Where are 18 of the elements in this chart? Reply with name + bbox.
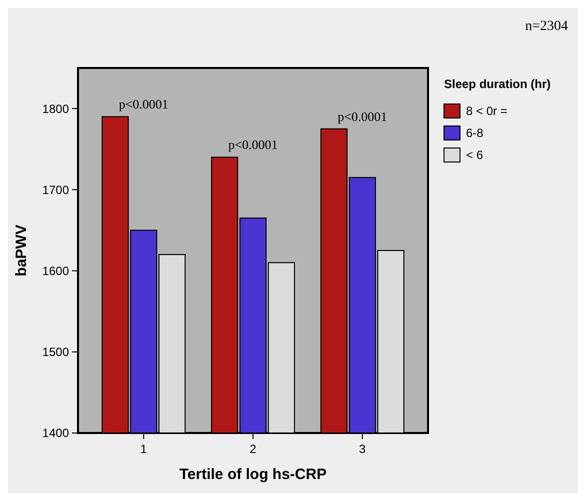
y-tick-label: 1400 [42,426,70,440]
x-tick-label: 3 [359,442,366,456]
y-tick-label: 1800 [42,102,70,116]
y-tick-label: 1700 [42,182,70,197]
annotation: p<0.0001 [118,96,168,112]
y-tick-label: 1500 [42,345,70,360]
legend-label: 8 < 0r = [466,104,508,118]
legend-label: < 6 [466,148,484,162]
annotation: p<0.0001 [228,137,278,152]
y-tick-label: 1600 [42,264,70,278]
annotation: p<0.0001 [338,108,388,124]
x-tick-label: 2 [250,442,257,456]
y-axis-title: baPWV [13,224,30,276]
x-tick-label: 1 [140,442,148,456]
x-axis-title: Tertile of log hs-CRP [179,466,327,483]
text: n=2304 [525,19,568,34]
legend-label: 6-8 [466,126,484,140]
legend-title: Sleep duration (hr) [444,77,551,91]
